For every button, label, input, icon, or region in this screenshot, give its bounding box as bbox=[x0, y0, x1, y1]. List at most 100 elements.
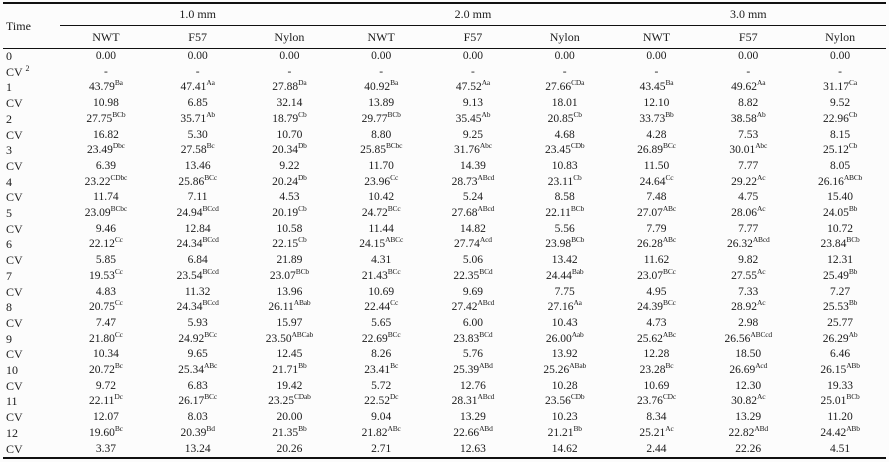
table-cell: 5.85 bbox=[60, 253, 152, 269]
table-cell: 4.51 bbox=[794, 442, 886, 459]
cell-value: 20.00 bbox=[276, 411, 303, 424]
cell-value: 26.89 bbox=[637, 144, 664, 157]
row-label: CV bbox=[3, 253, 60, 269]
cell-value: 15.40 bbox=[827, 191, 853, 204]
cell-value: 22.66 bbox=[453, 426, 480, 439]
table-cell: 9.72 bbox=[60, 379, 152, 395]
significance-superscript: BCc bbox=[204, 331, 217, 339]
cell-value: 27.75 bbox=[86, 112, 113, 125]
cell-value: 28.31 bbox=[451, 395, 478, 408]
significance-superscript: ABcd bbox=[752, 237, 770, 245]
significance-superscript: BCcd bbox=[202, 206, 219, 214]
cell-value: 20.85 bbox=[547, 112, 574, 125]
table-cell: 27.58Bc bbox=[152, 143, 244, 159]
table-cell: - bbox=[427, 65, 519, 81]
cell-value: 23.84 bbox=[820, 238, 847, 251]
cell-value: 26.28 bbox=[636, 238, 663, 251]
significance-superscript: Cc bbox=[665, 174, 674, 182]
cell-value: 25.77 bbox=[827, 316, 853, 329]
significance-superscript: Ab bbox=[206, 111, 215, 119]
row-label: 10 bbox=[3, 363, 60, 379]
cell-value: 8.58 bbox=[554, 191, 575, 204]
col-header: NWT bbox=[610, 25, 703, 49]
table-cell: 24.44Bab bbox=[519, 269, 611, 285]
cell-value: 10.28 bbox=[551, 379, 578, 392]
significance-superscript: ABd bbox=[754, 425, 768, 434]
cell-value: 23.98 bbox=[545, 238, 572, 251]
cell-value: - bbox=[103, 65, 108, 78]
cell-value: 9.65 bbox=[187, 348, 208, 361]
row-label: CV bbox=[3, 222, 60, 238]
table-cell: 12.31 bbox=[794, 253, 886, 269]
table-cell: 21.80Cc bbox=[60, 332, 152, 348]
cell-value: 21.80 bbox=[88, 332, 115, 345]
cell-value: 22.82 bbox=[728, 426, 755, 439]
cell-value: 10.42 bbox=[368, 191, 395, 204]
table-cell: 29.77BCb bbox=[335, 112, 427, 128]
cell-value: 14.39 bbox=[460, 159, 486, 172]
table-cell: 21.71Bb bbox=[244, 363, 336, 379]
table-cell: 13.46 bbox=[152, 159, 244, 175]
table-cell: 43.79Ba bbox=[60, 80, 152, 96]
significance-superscript: Da bbox=[298, 80, 307, 88]
group-header: 1.0 mm bbox=[60, 3, 336, 26]
cell-value: 21.43 bbox=[361, 269, 388, 282]
row-label-text: CV bbox=[6, 253, 23, 268]
table-cell: 7.48 bbox=[611, 190, 703, 206]
row-label: 8 bbox=[3, 300, 60, 316]
table-cell: 10.69 bbox=[335, 285, 427, 301]
cell-value: 21.82 bbox=[361, 426, 388, 439]
col-header: Nylon bbox=[518, 25, 611, 49]
cell-value: 5.06 bbox=[462, 254, 483, 267]
table-cell: 0.00 bbox=[611, 49, 703, 65]
cell-value: 22.11 bbox=[88, 395, 115, 408]
table-row: CV 16.82 5.30 10.70 8.80 9.25 4.68 4.28 7.53 8.15 bbox=[3, 128, 886, 144]
cell-value: 23.50 bbox=[265, 332, 292, 345]
cell-value: 4.83 bbox=[95, 285, 116, 298]
significance-superscript: Acd bbox=[755, 363, 768, 371]
table-cell: 5.56 bbox=[519, 222, 611, 238]
table-cell: 6.46 bbox=[794, 347, 886, 363]
table-body: 0 0.00 0.00 0.00 0.00 0.00 0.00 0.00 0.00 0.00 CV … bbox=[3, 49, 886, 459]
table-cell: 9.25 bbox=[427, 128, 519, 144]
table-cell: - bbox=[519, 65, 611, 81]
significance-superscript: Cc bbox=[114, 237, 123, 245]
cell-value: 19.33 bbox=[827, 379, 853, 392]
cell-value: 5.30 bbox=[187, 128, 208, 141]
cell-value: 26.16 bbox=[817, 175, 844, 188]
table-cell: 7.47 bbox=[60, 316, 152, 332]
cell-value: 20.39 bbox=[180, 426, 207, 439]
row-label-text: CV bbox=[6, 315, 23, 330]
significance-superscript: Cb bbox=[848, 111, 858, 119]
row-label: CV bbox=[3, 410, 60, 426]
cell-value: 7.27 bbox=[830, 285, 851, 298]
significance-superscript: BCd bbox=[479, 331, 493, 339]
table-cell: 10.43 bbox=[519, 316, 611, 332]
significance-superscript: Cc bbox=[114, 300, 123, 308]
table-cell: 0.00 bbox=[335, 49, 427, 65]
cell-value: 10.70 bbox=[276, 128, 303, 141]
table-cell: 19.53Cc bbox=[60, 269, 152, 285]
table-cell: 25.39ABd bbox=[427, 363, 519, 379]
significance-superscript: BCc bbox=[387, 268, 401, 277]
table-cell: 22.82ABd bbox=[702, 426, 794, 442]
table-cell: 21.89 bbox=[244, 253, 336, 269]
cell-value: 24.92 bbox=[178, 332, 205, 345]
cell-value: 25.53 bbox=[822, 301, 849, 314]
cell-value: 26.17 bbox=[178, 395, 205, 408]
table-cell: 22.52Dc bbox=[335, 394, 427, 410]
row-label-text: CV bbox=[6, 441, 23, 456]
cell-value: 23.54 bbox=[176, 269, 203, 282]
table-cell: 22.26 bbox=[702, 442, 794, 459]
table-cell: 23.49Dbc bbox=[60, 143, 152, 159]
significance-superscript: Bc bbox=[390, 363, 399, 371]
cell-value: 11.62 bbox=[643, 254, 670, 267]
significance-superscript: Cc bbox=[114, 331, 123, 339]
cell-value: 26.29 bbox=[822, 332, 849, 345]
cell-value: 9.46 bbox=[95, 222, 116, 235]
table-cell: 0.00 bbox=[152, 49, 244, 65]
significance-superscript: Dc bbox=[114, 394, 123, 402]
table-cell: 27.75BCb bbox=[60, 112, 152, 128]
table-cell: 6.00 bbox=[427, 316, 519, 332]
cell-value: 13.46 bbox=[184, 159, 211, 172]
